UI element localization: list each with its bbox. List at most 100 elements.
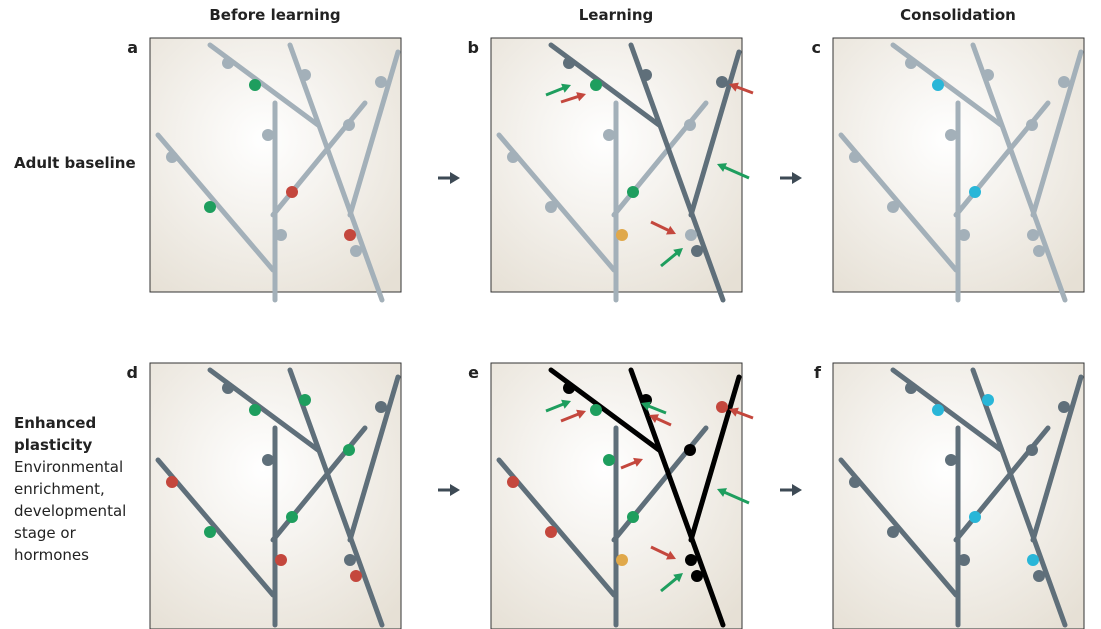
spine bbox=[849, 476, 861, 488]
arrow-shaft bbox=[545, 85, 566, 97]
dendrite bbox=[628, 367, 726, 628]
arrow-head bbox=[666, 225, 676, 235]
spine bbox=[684, 119, 696, 131]
column-header: Consolidation bbox=[900, 6, 1016, 24]
spine bbox=[887, 526, 899, 538]
spine bbox=[344, 229, 356, 241]
column-header: Learning bbox=[579, 6, 654, 24]
spine bbox=[716, 76, 728, 88]
spine bbox=[958, 554, 970, 566]
arrow-shaft bbox=[646, 403, 667, 415]
arrow-shaft bbox=[660, 250, 680, 268]
spine bbox=[375, 401, 387, 413]
spine bbox=[166, 476, 178, 488]
spine bbox=[563, 382, 575, 394]
panel-label: d bbox=[127, 363, 138, 382]
arrow-head bbox=[717, 488, 727, 497]
dendrite bbox=[688, 49, 742, 218]
arrow-shaft bbox=[650, 545, 672, 558]
arrow-shaft bbox=[653, 416, 672, 427]
spine bbox=[1058, 401, 1070, 413]
spine bbox=[1033, 570, 1045, 582]
dendrite bbox=[970, 42, 1068, 303]
arrow-shaft bbox=[560, 411, 581, 423]
arrow-head bbox=[666, 550, 676, 560]
spine bbox=[375, 76, 387, 88]
spine bbox=[905, 382, 917, 394]
dendrite bbox=[1030, 374, 1084, 543]
spine bbox=[275, 554, 287, 566]
spine bbox=[716, 401, 728, 413]
spine bbox=[616, 554, 628, 566]
spine bbox=[299, 394, 311, 406]
arrow-head bbox=[561, 83, 571, 93]
spine bbox=[887, 201, 899, 213]
spine bbox=[350, 570, 362, 582]
arrow-shaft bbox=[721, 490, 750, 505]
spine bbox=[507, 151, 519, 163]
arrow-shaft bbox=[650, 220, 672, 233]
spine bbox=[1058, 76, 1070, 88]
arrow-shaft bbox=[721, 165, 750, 180]
arrow-shaft bbox=[734, 84, 754, 95]
spine bbox=[166, 151, 178, 163]
spine bbox=[684, 444, 696, 456]
spine bbox=[945, 454, 957, 466]
spine bbox=[222, 382, 234, 394]
spine bbox=[590, 79, 602, 91]
dendrite bbox=[347, 49, 401, 218]
spine bbox=[603, 454, 615, 466]
panel-label: a bbox=[127, 38, 138, 57]
arrow-head bbox=[641, 401, 651, 411]
spine bbox=[982, 394, 994, 406]
spine bbox=[685, 229, 697, 241]
spine bbox=[262, 454, 274, 466]
spine bbox=[204, 526, 216, 538]
spine bbox=[1027, 229, 1039, 241]
step-arrow-head bbox=[792, 484, 802, 496]
spine bbox=[1033, 245, 1045, 257]
dendrite bbox=[287, 42, 385, 303]
spine bbox=[849, 151, 861, 163]
spine bbox=[286, 186, 298, 198]
spine bbox=[507, 476, 519, 488]
spine bbox=[627, 511, 639, 523]
spine bbox=[249, 79, 261, 91]
spine bbox=[685, 554, 697, 566]
spine bbox=[945, 129, 957, 141]
spine bbox=[204, 201, 216, 213]
arrow-shaft bbox=[620, 459, 639, 470]
spine bbox=[563, 57, 575, 69]
panel-label: b bbox=[468, 38, 479, 57]
row-title: Adult baseline bbox=[14, 154, 136, 172]
row-label: Adult baseline bbox=[14, 152, 149, 174]
spine bbox=[249, 404, 261, 416]
row-subtitle: Environmental enrichment, developmental … bbox=[14, 458, 127, 564]
arrow-head bbox=[561, 399, 571, 409]
dendrite bbox=[347, 374, 401, 543]
spine bbox=[958, 229, 970, 241]
spine bbox=[691, 245, 703, 257]
row-label: Enhanced plasticity Environmental enrichm… bbox=[14, 412, 149, 566]
spine bbox=[969, 186, 981, 198]
spine bbox=[286, 511, 298, 523]
panel-label: f bbox=[814, 363, 822, 382]
arrow-head bbox=[649, 414, 659, 423]
dendrite bbox=[628, 42, 726, 303]
spine bbox=[932, 404, 944, 416]
spine bbox=[343, 444, 355, 456]
spine bbox=[545, 526, 557, 538]
arrow-shaft bbox=[560, 94, 581, 104]
dendrite bbox=[1030, 49, 1084, 218]
spine bbox=[627, 186, 639, 198]
arrow-head bbox=[729, 407, 739, 417]
arrow-shaft bbox=[734, 409, 754, 420]
column-header: Before learning bbox=[209, 6, 340, 24]
spine bbox=[1027, 554, 1039, 566]
arrow-head bbox=[576, 409, 586, 419]
arrow-head bbox=[673, 573, 683, 583]
spine bbox=[640, 69, 652, 81]
spine bbox=[590, 404, 602, 416]
